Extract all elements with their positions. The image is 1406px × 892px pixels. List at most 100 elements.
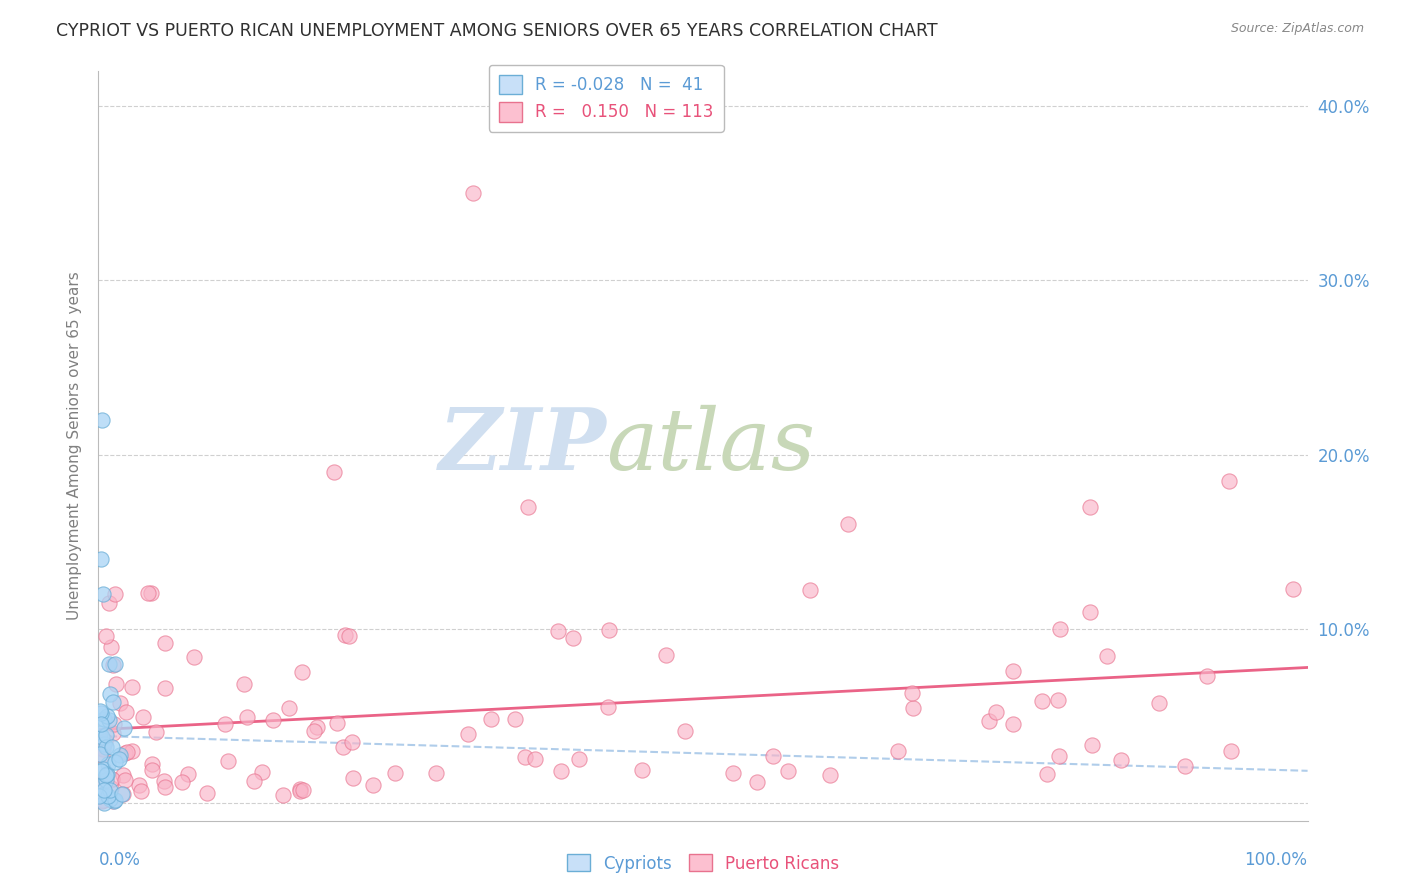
- Point: [103, 726, 125, 740]
- Point: [89, 726, 111, 740]
- Point: [479, 712, 502, 726]
- Point: [837, 517, 859, 532]
- Point: [799, 583, 821, 598]
- Point: [288, 783, 311, 797]
- Point: [984, 706, 1007, 720]
- Point: [145, 724, 167, 739]
- Point: [87, 779, 110, 793]
- Point: [326, 715, 349, 730]
- Point: [292, 783, 315, 797]
- Point: [98, 596, 121, 610]
- Point: [90, 716, 112, 731]
- Text: ZIP: ZIP: [439, 404, 606, 488]
- Text: 0.0%: 0.0%: [98, 851, 141, 869]
- Point: [818, 767, 841, 781]
- Point: [1036, 767, 1059, 781]
- Point: [1001, 717, 1024, 731]
- Point: [89, 704, 111, 718]
- Point: [101, 739, 124, 754]
- Point: [1081, 739, 1104, 753]
- Point: [1195, 668, 1218, 682]
- Point: [1002, 665, 1025, 679]
- Point: [91, 788, 114, 802]
- Point: [90, 777, 112, 791]
- Point: [112, 722, 135, 736]
- Point: [361, 778, 384, 792]
- Point: [129, 784, 152, 798]
- Point: [100, 781, 122, 796]
- Point: [547, 624, 569, 639]
- Point: [1031, 694, 1053, 708]
- Point: [101, 794, 124, 808]
- Point: [139, 585, 162, 599]
- Point: [1095, 648, 1118, 663]
- Point: [153, 681, 176, 695]
- Point: [101, 772, 124, 787]
- Point: [762, 749, 785, 764]
- Legend: R = -0.028   N =  41, R =   0.150   N = 113: R = -0.028 N = 41, R = 0.150 N = 113: [489, 65, 724, 131]
- Point: [523, 752, 546, 766]
- Point: [93, 738, 115, 752]
- Point: [93, 712, 115, 726]
- Point: [91, 587, 114, 601]
- Point: [94, 733, 117, 747]
- Legend: Cypriots, Puerto Ricans: Cypriots, Puerto Ricans: [560, 847, 846, 880]
- Point: [568, 752, 591, 766]
- Point: [108, 696, 131, 710]
- Point: [89, 747, 111, 762]
- Point: [977, 714, 1000, 728]
- Point: [1047, 749, 1070, 764]
- Point: [277, 700, 299, 714]
- Point: [214, 717, 236, 731]
- Point: [114, 705, 136, 719]
- Point: [778, 764, 800, 778]
- Point: [90, 552, 112, 566]
- Point: [302, 724, 325, 739]
- Point: [1078, 500, 1101, 514]
- Point: [91, 742, 114, 756]
- Point: [90, 794, 112, 808]
- Point: [886, 744, 908, 758]
- Point: [250, 764, 273, 779]
- Point: [98, 782, 121, 797]
- Point: [107, 751, 129, 765]
- Point: [384, 766, 406, 780]
- Point: [136, 585, 159, 599]
- Point: [342, 771, 364, 785]
- Point: [101, 694, 124, 708]
- Point: [901, 701, 924, 715]
- Point: [177, 767, 200, 781]
- Point: [562, 631, 585, 645]
- Text: 100.0%: 100.0%: [1244, 851, 1308, 869]
- Point: [98, 657, 121, 671]
- Text: atlas: atlas: [606, 405, 815, 487]
- Point: [114, 746, 136, 760]
- Point: [103, 794, 125, 808]
- Point: [1174, 758, 1197, 772]
- Point: [112, 768, 135, 782]
- Point: [1218, 474, 1240, 488]
- Point: [335, 628, 357, 642]
- Point: [655, 648, 678, 662]
- Point: [236, 710, 259, 724]
- Point: [91, 730, 114, 744]
- Point: [91, 413, 114, 427]
- Point: [323, 465, 346, 479]
- Point: [90, 764, 112, 778]
- Point: [101, 658, 124, 673]
- Point: [98, 713, 121, 727]
- Point: [305, 720, 328, 734]
- Point: [153, 636, 176, 650]
- Point: [103, 717, 125, 731]
- Y-axis label: Unemployment Among Seniors over 65 years: Unemployment Among Seniors over 65 years: [66, 272, 82, 620]
- Point: [110, 748, 132, 763]
- Point: [93, 796, 115, 810]
- Point: [98, 687, 121, 701]
- Point: [721, 765, 744, 780]
- Point: [1047, 692, 1070, 706]
- Point: [96, 708, 118, 723]
- Point: [291, 665, 314, 679]
- Point: [94, 773, 117, 788]
- Point: [195, 787, 218, 801]
- Point: [121, 744, 143, 758]
